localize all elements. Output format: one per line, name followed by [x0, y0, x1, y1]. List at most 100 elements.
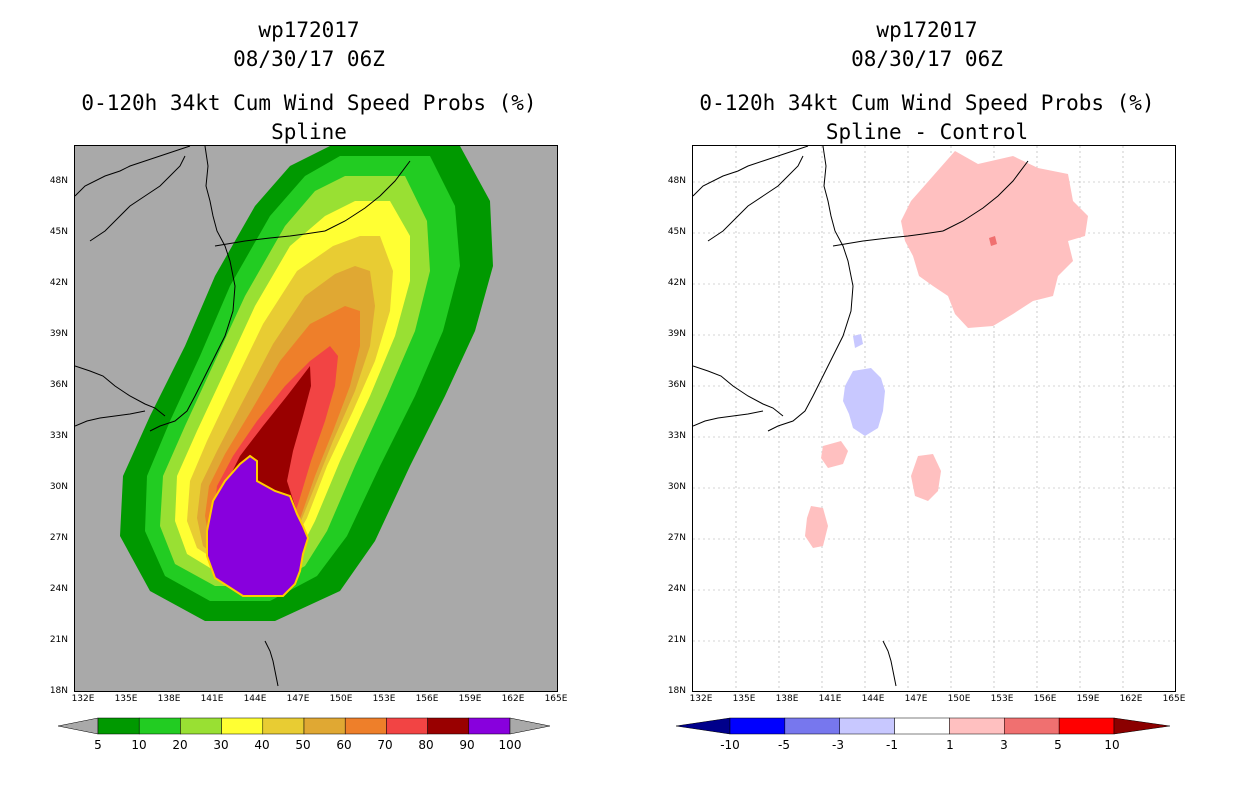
cbar-cell: [1058, 717, 1115, 735]
lat-label: 39N: [667, 329, 686, 339]
diff-positive-region: [821, 441, 848, 468]
storm-id-title: wp172017: [258, 18, 360, 42]
lon-label: 132E: [71, 694, 95, 704]
lon-label: 147E: [904, 694, 928, 704]
lat-label: 42N: [49, 278, 68, 288]
lat-label: 42N: [667, 278, 686, 288]
cbar-cell: [894, 717, 950, 735]
cbar-label: 10: [1104, 738, 1120, 752]
diff-moderate-positive: [989, 236, 997, 246]
lon-label: 135E: [732, 694, 756, 704]
lon-label: 144E: [243, 694, 267, 704]
lon-label: 141E: [818, 694, 842, 704]
lat-label: 18N: [49, 686, 68, 696]
lon-label: 165E: [544, 694, 568, 704]
cbar-label: 90: [459, 738, 475, 752]
cbar-cell: [97, 717, 140, 735]
cbar-label: 5: [94, 738, 102, 752]
probability-colorbar: 5 10 20 30 40 50 60 70 80 90 100: [0, 716, 618, 786]
diff-negative-region: [853, 334, 863, 348]
cbar-label: 80: [418, 738, 434, 752]
lat-label: 33N: [667, 431, 686, 441]
cbar-label: -10: [720, 738, 740, 752]
lat-label: 24N: [667, 584, 686, 594]
cbar-label: -1: [886, 738, 898, 752]
lat-label: 48N: [49, 176, 68, 186]
diff-positive-region: [943, 191, 963, 208]
lon-label: 162E: [501, 694, 525, 704]
lon-label: 141E: [200, 694, 224, 704]
lat-label: 30N: [49, 482, 68, 492]
cbar-cell: [386, 717, 428, 735]
cbar-arrow-right: [1113, 717, 1171, 735]
lon-label: 150E: [947, 694, 971, 704]
cbar-cell: [784, 717, 840, 735]
lat-label: 27N: [49, 533, 68, 543]
cbar-label: -3: [832, 738, 844, 752]
cbar-label: 40: [254, 738, 270, 752]
cbar-cell: [949, 717, 1005, 735]
cbar-label: 3: [1000, 738, 1008, 752]
cbar-cell: [729, 717, 786, 735]
cbar-cell: [344, 717, 387, 735]
product-title: 0-120h 34kt Cum Wind Speed Probs (%): [699, 91, 1155, 115]
storm-id-title: wp172017: [876, 18, 978, 42]
datetime-title: 08/30/17 06Z: [233, 47, 385, 71]
coastlines: [75, 146, 411, 687]
diff-positive-region: [911, 454, 941, 501]
difference-colorbar-svg: [675, 717, 1171, 735]
difference-map: [692, 145, 1176, 692]
cbar-label: 100: [498, 738, 522, 752]
cbar-label: 5: [1054, 738, 1062, 752]
lat-label: 45N: [667, 227, 686, 237]
lon-label: 138E: [157, 694, 181, 704]
cbar-label: 70: [377, 738, 393, 752]
lon-label: 165E: [1162, 694, 1186, 704]
cbar-label: 1: [946, 738, 954, 752]
right-panel: wp172017 08/30/17 06Z 0-120h 34kt Cum Wi…: [618, 0, 1236, 800]
cbar-arrow-left: [675, 717, 731, 735]
lat-label: 48N: [667, 176, 686, 186]
method-title: Spline - Control: [825, 120, 1029, 144]
product-title: 0-120h 34kt Cum Wind Speed Probs (%): [81, 91, 537, 115]
lon-label: 138E: [775, 694, 799, 704]
cbar-cell: [180, 717, 222, 735]
difference-colorbar: -10 -5 -3 -1 1 3 5 10: [618, 716, 1236, 786]
cbar-cell: [221, 717, 264, 735]
lat-label: 21N: [667, 635, 686, 645]
lat-label: 27N: [667, 533, 686, 543]
prob-90-100-contour: [206, 454, 310, 597]
lat-label: 36N: [667, 380, 686, 390]
probability-map-svg: [75, 146, 493, 687]
cbar-label: 60: [336, 738, 352, 752]
cbar-label: 50: [295, 738, 311, 752]
cbar-label: 10: [131, 738, 147, 752]
lat-label: 21N: [49, 635, 68, 645]
left-panel: wp172017 08/30/17 06Z 0-120h 34kt Cum Wi…: [0, 18, 618, 786]
lon-label: 162E: [1119, 694, 1143, 704]
lat-label: 39N: [49, 329, 68, 339]
lon-label: 147E: [286, 694, 310, 704]
lon-label: 156E: [415, 694, 439, 704]
lat-label: 33N: [49, 431, 68, 441]
method-title: Spline: [271, 120, 347, 144]
cbar-label: 20: [172, 738, 188, 752]
lon-label: 153E: [372, 694, 396, 704]
lon-label: 135E: [114, 694, 138, 704]
datetime-title: 08/30/17 06Z: [851, 47, 1003, 71]
difference-map-svg: [693, 146, 1175, 691]
lon-label: 156E: [1033, 694, 1057, 704]
lon-label: 153E: [990, 694, 1014, 704]
cbar-cell: [427, 717, 470, 735]
lat-label: 30N: [667, 482, 686, 492]
cbar-cell: [468, 717, 511, 735]
cbar-arrow-left: [57, 717, 99, 735]
cbar-label: 30: [213, 738, 229, 752]
lon-label: 159E: [1076, 694, 1100, 704]
cbar-label: -5: [778, 738, 790, 752]
coastlines: [693, 146, 1029, 687]
probability-map: [74, 145, 558, 692]
lat-label: 36N: [49, 380, 68, 390]
diff-positive-region: [805, 506, 828, 548]
probability-colorbar-svg: [57, 717, 551, 735]
